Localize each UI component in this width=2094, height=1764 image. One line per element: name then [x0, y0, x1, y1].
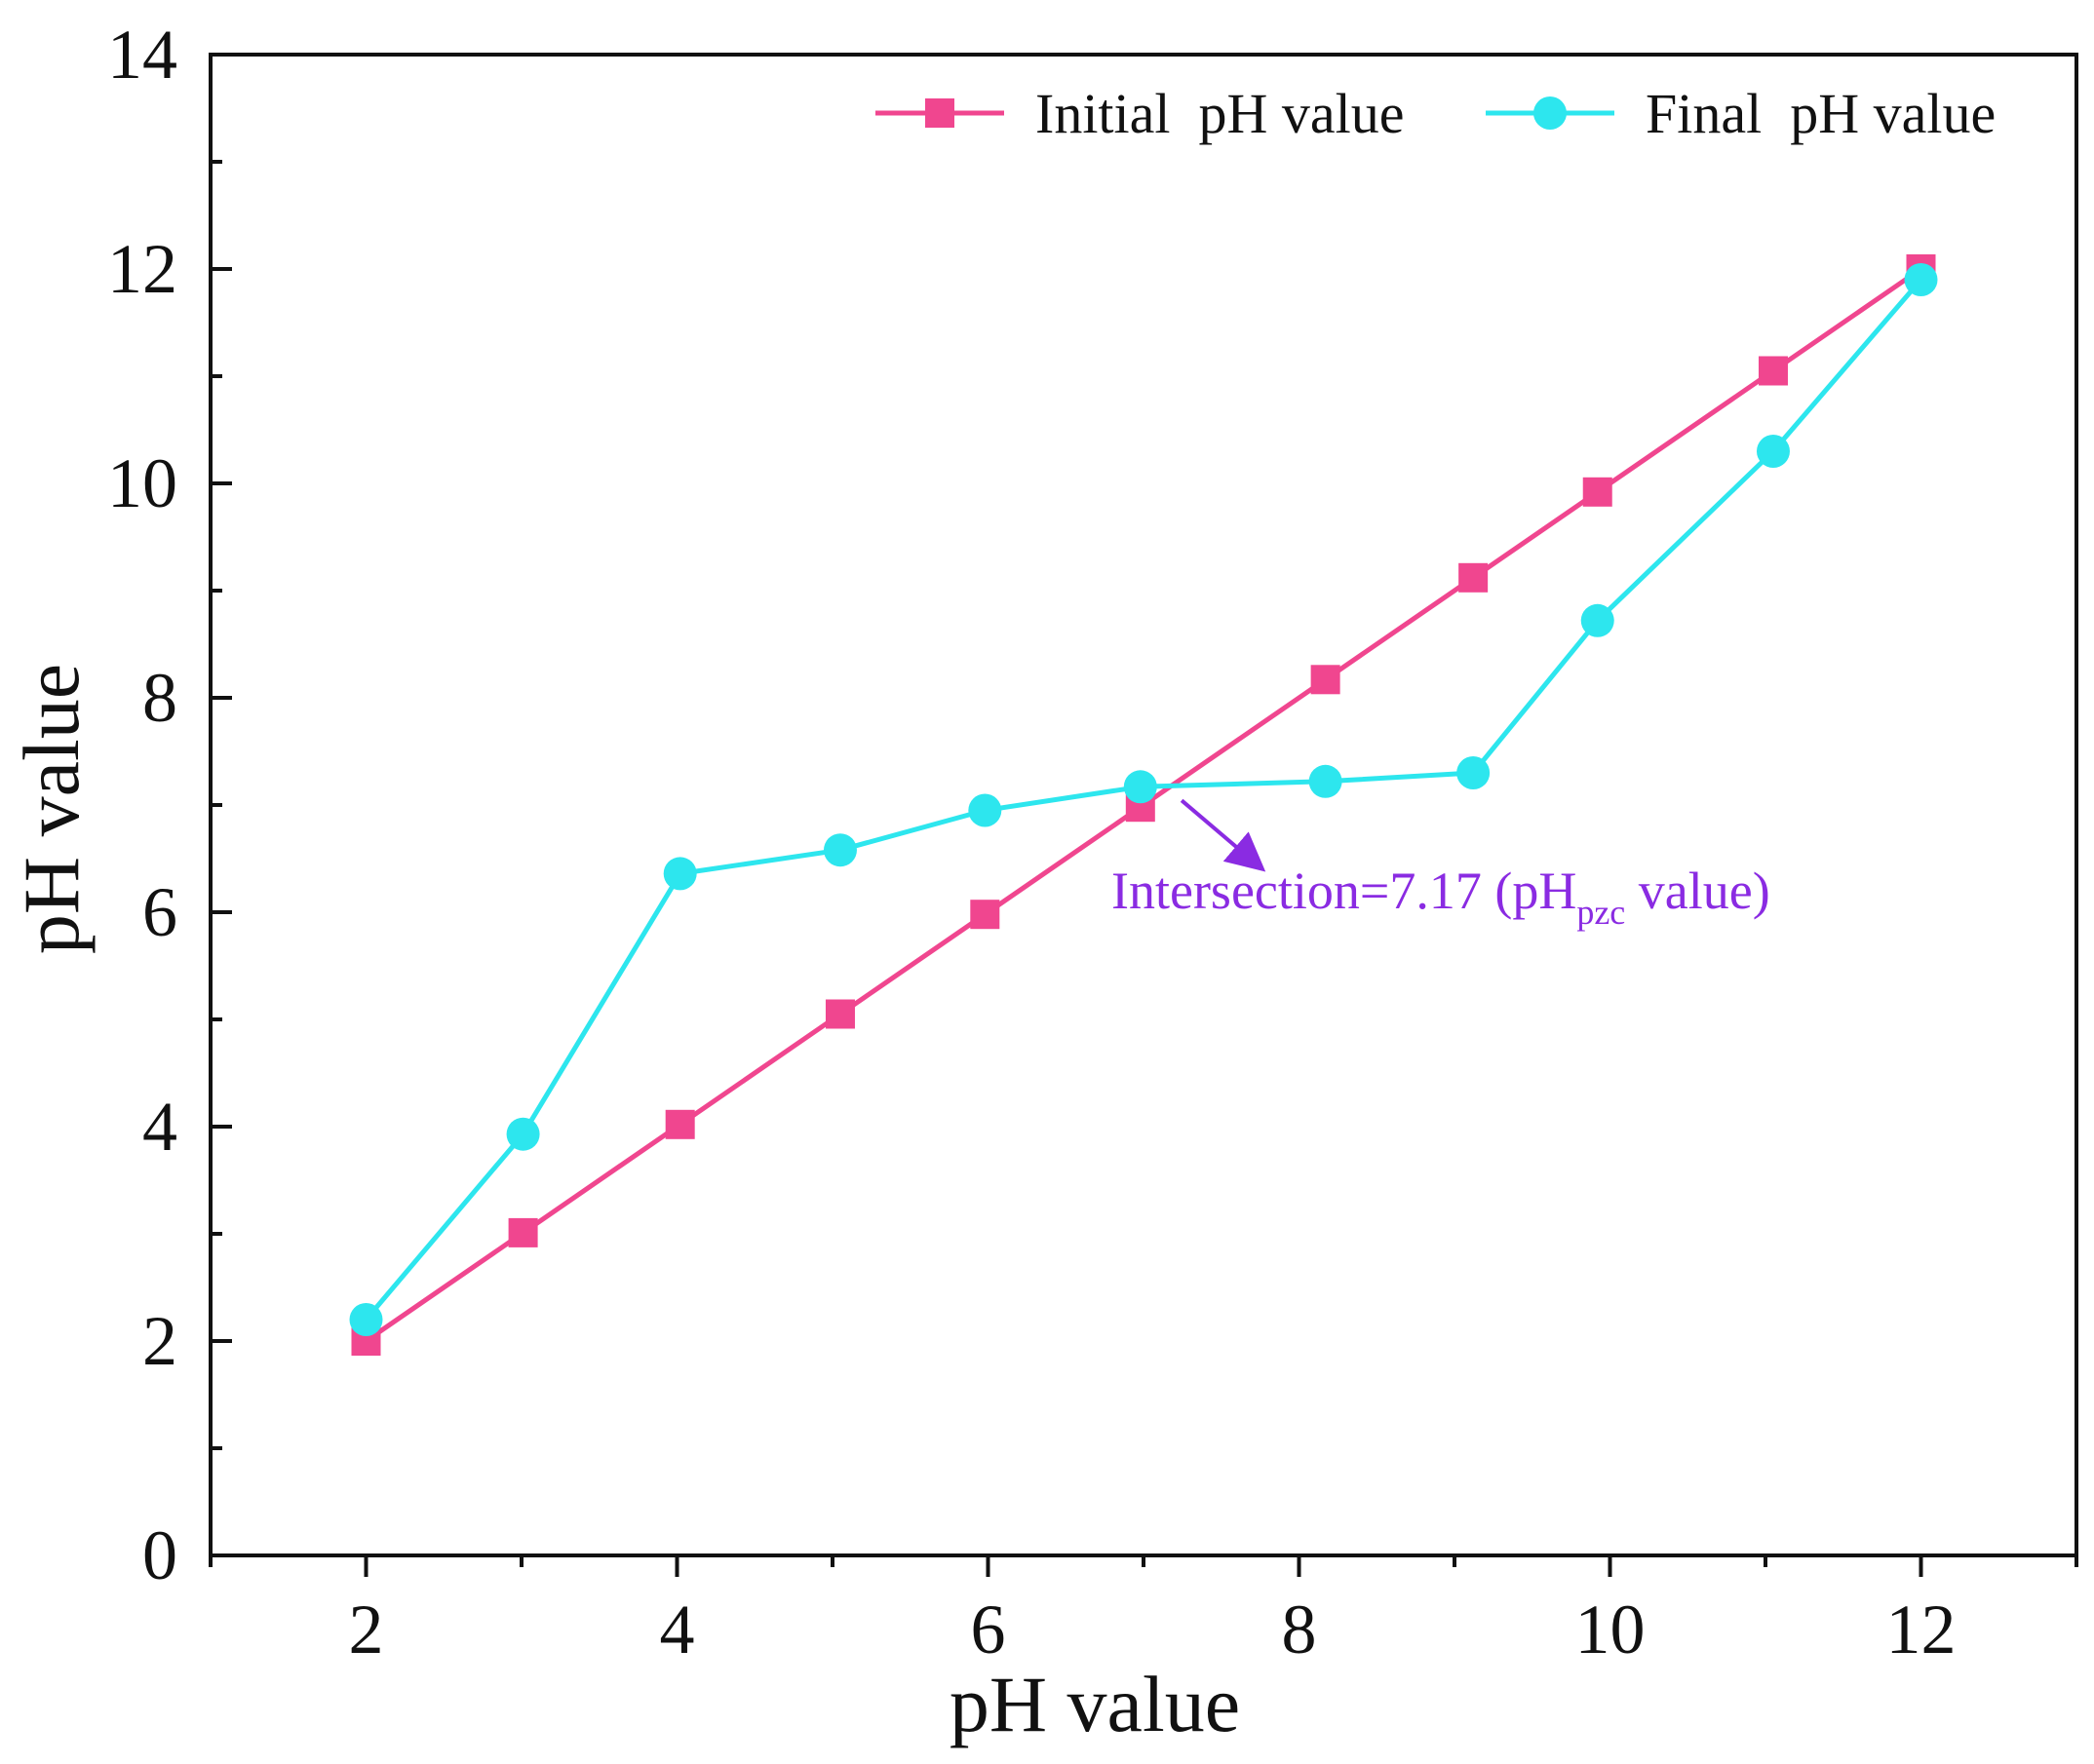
legend-label: Initial pH value — [1035, 82, 1405, 145]
legend-marker — [925, 98, 954, 128]
data-point — [823, 833, 857, 867]
series-0 — [351, 254, 1936, 1356]
data-point — [1458, 562, 1489, 593]
data-point — [970, 900, 1000, 930]
data-point — [968, 793, 1002, 827]
y-tick-label: 8 — [142, 659, 177, 737]
annotation-text-end: value) — [1625, 862, 1769, 920]
y-tick-label: 0 — [142, 1516, 177, 1594]
data-point — [1123, 770, 1157, 804]
data-point — [1904, 263, 1938, 296]
data-point — [1456, 756, 1491, 789]
annotation-text: Intersection=7.17 (pHpzc value) — [1111, 862, 1770, 932]
x-tick-label: 2 — [349, 1591, 384, 1668]
data-point — [825, 999, 855, 1029]
data-point — [506, 1117, 540, 1151]
y-tick-label: 12 — [107, 230, 177, 308]
y-tick-label: 4 — [142, 1088, 177, 1166]
y-axis-title: pH value — [7, 664, 96, 954]
data-point — [1756, 435, 1790, 468]
x-tick-label: 4 — [660, 1591, 695, 1668]
legend-item-0: Initial pH value — [875, 82, 1405, 145]
x-tick-label: 12 — [1886, 1591, 1957, 1668]
data-point — [665, 1109, 695, 1139]
legend-layer: Initial pH value Final pH value — [875, 82, 1996, 145]
data-point — [1310, 665, 1340, 695]
y-tick-label: 14 — [107, 16, 177, 94]
legend-label: Final pH value — [1646, 82, 1996, 145]
x-tick-label: 8 — [1282, 1591, 1317, 1668]
annotation-text-subscript: pzc — [1576, 893, 1625, 932]
series-1 — [349, 263, 1938, 1336]
y-tick-label: 6 — [142, 873, 177, 951]
y-tick-label: 10 — [107, 444, 177, 522]
x-tick-label: 6 — [971, 1591, 1006, 1668]
y-tick-label: 2 — [142, 1302, 177, 1380]
x-tick-label: 10 — [1575, 1591, 1646, 1668]
data-point — [1580, 603, 1614, 637]
data-point — [349, 1303, 383, 1336]
annotation-layer: Intersection=7.17 (pHpzc value) — [1111, 798, 1770, 932]
axes-layer: 2 4 6 8 10 12 0 2 4 6 8 10 12 14 pH value pH value — [7, 16, 2078, 1748]
x-axis-title: pH value — [950, 1660, 1240, 1748]
data-point — [1758, 356, 1788, 386]
legend-item-1: Final pH value — [1486, 82, 1996, 145]
legend-marker — [1533, 96, 1567, 130]
data-point — [508, 1217, 538, 1247]
series-layer — [349, 254, 1938, 1356]
annotation-text-main: Intersection=7.17 (pH — [1111, 862, 1576, 920]
annotation-arrow — [1180, 798, 1266, 872]
data-point — [663, 857, 697, 891]
data-point — [1582, 477, 1612, 507]
data-point — [1308, 764, 1342, 798]
